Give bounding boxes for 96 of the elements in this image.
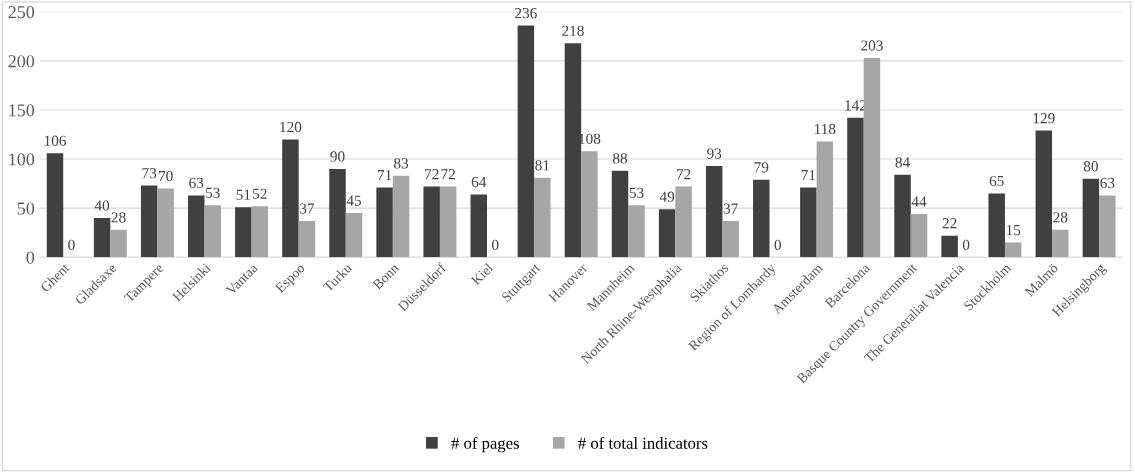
data-label: 72: [425, 169, 439, 180]
bar: [251, 206, 269, 258]
data-label: 0: [68, 239, 75, 250]
data-label: 79: [754, 162, 769, 173]
bar: [282, 139, 299, 258]
data-label: 129: [1033, 113, 1055, 124]
data-label: 63: [1100, 177, 1115, 189]
data-label: 22: [942, 218, 957, 229]
data-label: 218: [562, 25, 584, 36]
bar: [894, 174, 911, 258]
data-label: 28: [111, 212, 126, 223]
bar: [847, 117, 864, 258]
bar: [439, 186, 457, 258]
bar: [1099, 195, 1116, 258]
data-label: 28: [1053, 212, 1068, 223]
bar: [675, 186, 692, 258]
data-label: 71: [801, 170, 816, 181]
data-label: 81: [535, 160, 550, 171]
bar: [140, 185, 158, 258]
bar: [988, 193, 1005, 258]
data-label: 72: [676, 169, 691, 180]
y-tick-label: 250: [8, 6, 35, 19]
bar: [188, 195, 205, 258]
bar: [722, 220, 739, 258]
bar: [235, 207, 252, 258]
bar: [628, 205, 645, 258]
bar: [1035, 130, 1053, 258]
bar: [423, 186, 440, 258]
data-label: 40: [94, 200, 110, 211]
bar: [658, 209, 676, 258]
bar: [753, 179, 770, 258]
data-label: 72: [441, 169, 455, 180]
data-label: 0: [774, 239, 781, 250]
data-label: 80: [1083, 161, 1098, 172]
bar: [376, 187, 393, 258]
data-label: 64: [471, 176, 487, 188]
bar: [705, 165, 723, 258]
data-label: 51: [236, 189, 251, 200]
bar: [204, 205, 221, 258]
bar: [392, 175, 410, 258]
bar: [517, 25, 535, 258]
data-label: 236: [515, 8, 537, 19]
data-label: 84: [895, 157, 910, 168]
y-tick-label: 150: [9, 104, 35, 117]
bar: [910, 214, 928, 258]
bar: [1082, 178, 1100, 258]
data-label: 37: [723, 203, 738, 214]
bar: [863, 57, 881, 258]
bar: [816, 141, 834, 258]
data-label: 108: [579, 133, 601, 144]
legend-label: # of pages: [451, 436, 519, 453]
bar: [298, 220, 316, 258]
data-label: 37: [299, 203, 315, 214]
data-label: 71: [377, 170, 392, 181]
data-label: 73: [142, 168, 157, 179]
bar: [157, 188, 174, 258]
data-label: 63: [189, 177, 204, 189]
data-label: 118: [815, 123, 836, 135]
data-label: 203: [861, 40, 883, 51]
bar: [800, 187, 817, 258]
data-label: 49: [659, 191, 675, 202]
data-label: 15: [1006, 225, 1021, 236]
bar: [611, 170, 629, 258]
data-label: 53: [205, 187, 220, 198]
x-tick-label: Kiel: [470, 262, 494, 286]
bar: [470, 194, 487, 258]
y-tick-label: 100: [9, 153, 35, 166]
bar: [46, 153, 64, 258]
data-label: 90: [330, 151, 345, 162]
data-label: 44: [911, 196, 927, 207]
data-label: 0: [962, 239, 970, 250]
bar: [1052, 229, 1069, 258]
bar: [564, 43, 582, 258]
data-label: 120: [280, 121, 302, 133]
bar: [329, 168, 346, 258]
data-label: 70: [159, 170, 173, 182]
bar: [110, 229, 127, 258]
bar: [93, 217, 111, 258]
data-label: 88: [612, 153, 628, 164]
bar: [534, 177, 551, 258]
y-tick-label: 50: [17, 202, 35, 215]
y-tick-label: 0: [26, 251, 35, 264]
bar: [1004, 242, 1022, 258]
data-label: 45: [346, 195, 362, 206]
data-label: 53: [629, 187, 644, 198]
data-label: 65: [989, 175, 1004, 187]
data-label: 93: [707, 148, 722, 159]
data-label: 0: [492, 239, 499, 250]
bar: [941, 235, 958, 258]
data-label: 83: [394, 158, 409, 169]
data-label: 106: [44, 135, 66, 146]
data-label: 52: [253, 188, 267, 199]
bar: [581, 151, 598, 258]
y-tick-label: 200: [8, 55, 35, 68]
bar: [345, 213, 363, 258]
legend-label: # of total indicators: [578, 436, 708, 449]
